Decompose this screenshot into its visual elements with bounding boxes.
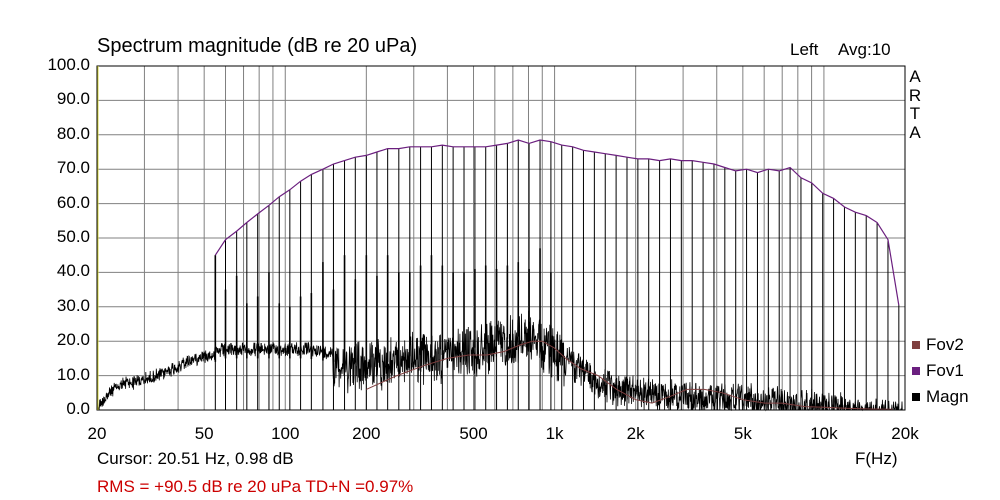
cursor-readout: Cursor: 20.51 Hz, 0.98 dB <box>97 449 294 468</box>
rms-readout: RMS = +90.5 dB re 20 uPa TD+N =0.97% <box>97 477 414 496</box>
x-tick-label: 100 <box>271 424 300 443</box>
legend-swatch-magn <box>912 393 920 401</box>
x-axis-label: F(Hz) <box>855 449 898 468</box>
average-label: Avg:10 <box>838 40 891 59</box>
x-tick-label: 2k <box>626 424 645 443</box>
y-tick-label: 60.0 <box>56 192 90 212</box>
brand-logo: A R T A <box>907 67 923 142</box>
y-tick-label: 90.0 <box>56 89 90 109</box>
legend-item-magn[interactable]: Magn <box>912 387 969 407</box>
y-tick-label: 20.0 <box>56 330 90 350</box>
legend-item-fov2[interactable]: Fov2 <box>912 335 964 355</box>
x-tick-label: 20 <box>87 424 107 443</box>
fov2-line <box>366 340 893 410</box>
x-tick-label: 10k <box>810 424 838 443</box>
y-tick-label: 50.0 <box>56 227 90 246</box>
legend-label: Magn <box>926 387 969 406</box>
channel-label: Left <box>790 40 819 59</box>
legend-label: Fov1 <box>926 361 964 380</box>
x-tick-label: 5k <box>733 424 752 443</box>
grid-lines <box>97 66 905 410</box>
legend-swatch-fov2 <box>912 341 920 349</box>
y-tick-label: 10.0 <box>56 364 90 384</box>
brand-letter: T <box>909 104 921 123</box>
legend-swatch-fov1 <box>912 367 920 375</box>
fov2-series <box>366 340 893 410</box>
y-tick-label: 0.0 <box>66 399 90 418</box>
legend-label: Fov2 <box>926 335 964 354</box>
brand-letter: R <box>908 85 922 105</box>
y-tick-label: 70.0 <box>56 158 90 178</box>
magn-trace <box>96 310 905 412</box>
y-tick-label: 80.0 <box>56 123 90 143</box>
chart-title: Spectrum magnitude (dB re 20 uPa) <box>97 35 418 57</box>
legend-item-fov1[interactable]: Fov1 <box>912 361 964 381</box>
plot-frame <box>96 65 906 411</box>
y-tick-label: 30.0 <box>56 295 90 315</box>
magn-series <box>96 248 905 412</box>
y-tick-label: 100.0 <box>47 55 90 74</box>
x-tick-label: 200 <box>352 424 381 443</box>
y-tick-label: 40.0 <box>56 261 90 281</box>
brand-letter: A <box>909 67 921 86</box>
x-tick-label: 50 <box>194 424 214 443</box>
x-tick-label: 500 <box>459 424 488 443</box>
x-tick-label: 20k <box>891 424 919 443</box>
fov1-line <box>214 139 900 306</box>
x-tick-label: 1k <box>545 424 564 443</box>
brand-letter: A <box>909 122 921 142</box>
fov1-series <box>214 139 900 306</box>
